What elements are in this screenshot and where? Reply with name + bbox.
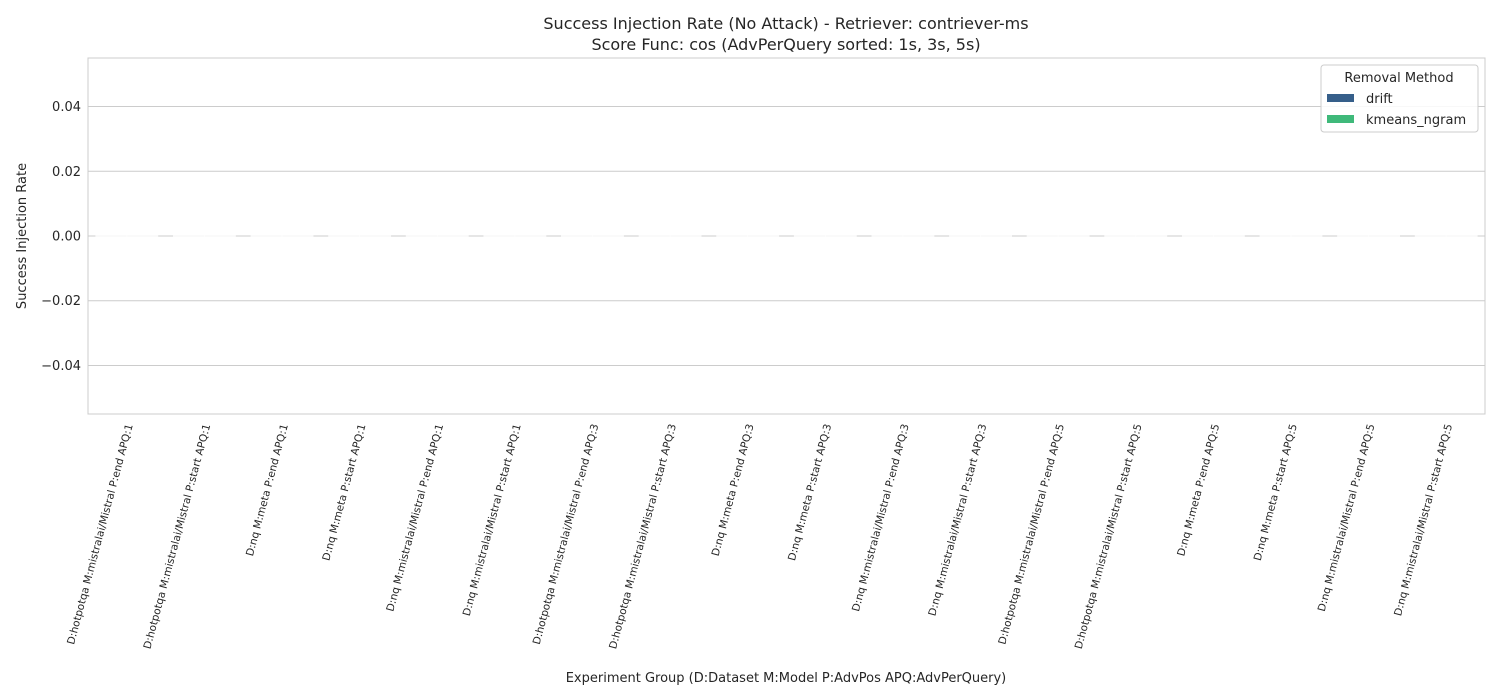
y-axis-ticks: −0.04 −0.02 0.00 0.02 0.04 [41,100,81,374]
x-tick-label: D:nq M:mistralai/Mistral P:start APQ:1 [461,423,524,618]
y-tick-label: 0.04 [52,100,81,115]
x-axis-label: Experiment Group (D:Dataset M:Model P:Ad… [566,671,1007,686]
legend-title: Removal Method [1344,71,1453,86]
legend-swatch [1327,115,1354,123]
x-tick-label: D:nq M:mistralai/Mistral P:end APQ:5 [1316,423,1378,613]
x-tick-label: D:nq M:meta P:end APQ:3 [710,423,757,558]
legend-frame [1320,64,1479,133]
legend-label: kmeans_ngram [1366,113,1466,128]
x-axis-ticks: D:hotpotqa M:mistralai/Mistral P:end APQ… [65,423,1455,651]
y-tick-label: 0.02 [52,165,81,180]
x-tick-label: D:nq M:meta P:end APQ:1 [244,423,291,558]
plot-frame [87,57,1486,415]
x-tick-label: D:nq M:mistralai/Mistral P:end APQ:1 [384,423,446,613]
x-tick-label: D:nq M:mistralai/Mistral P:end APQ:3 [850,423,912,613]
chart-subtitle: Score Func: cos (AdvPerQuery sorted: 1s,… [591,35,980,54]
chart-title: Success Injection Rate (No Attack) - Ret… [543,14,1028,33]
x-tick-label: D:hotpotqa M:mistralai/Mistral P:start A… [142,423,214,651]
y-tick-label: −0.02 [41,294,81,309]
x-tick-label: D:hotpotqa M:mistralai/Mistral P:end APQ… [531,423,602,646]
y-axis-label: Success Injection Rate [15,163,30,309]
x-tick-label: D:nq M:meta P:start APQ:1 [320,423,368,562]
legend-swatch [1327,94,1354,102]
x-tick-label: D:hotpotqa M:mistralai/Mistral P:end APQ… [65,423,136,646]
legend-items: drift kmeans_ngram [1327,92,1466,128]
x-tick-label: D:nq M:meta P:start APQ:5 [1252,423,1300,562]
x-tick-label: D:nq M:meta P:end APQ:5 [1175,423,1222,558]
x-tick-label: D:nq M:mistralai/Mistral P:start APQ:5 [1392,423,1455,618]
x-tick-label: D:hotpotqa M:mistralai/Mistral P:start A… [607,423,679,651]
grid [88,106,1485,366]
x-tick-label: D:hotpotqa M:mistralai/Mistral P:end APQ… [996,423,1067,646]
legend-label: drift [1366,92,1393,107]
x-tick-label: D:nq M:mistralai/Mistral P:start APQ:3 [926,423,989,618]
x-tick-label: D:hotpotqa M:mistralai/Mistral P:start A… [1073,423,1145,651]
title-block: Success Injection Rate (No Attack) - Ret… [543,14,1028,54]
y-tick-label: −0.04 [41,359,81,374]
legend: Removal Method drift kmeans_ngram [1320,64,1479,133]
y-tick-label: 0.00 [52,230,81,245]
x-tick-label: D:nq M:meta P:start APQ:3 [786,423,834,562]
